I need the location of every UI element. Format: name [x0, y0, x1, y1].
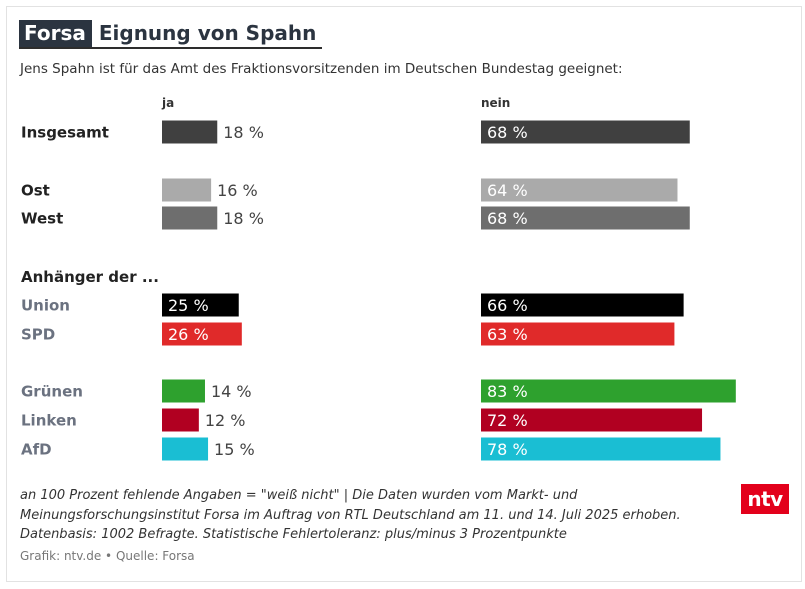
- column-header-nein: nein: [481, 96, 511, 110]
- bar-nein: [481, 293, 684, 317]
- row-label: Union: [21, 297, 70, 315]
- data-label-ja: 16 %: [217, 181, 258, 200]
- footnotes: an 100 Prozent fehlende Angaben = "weiß …: [20, 486, 720, 545]
- bar-ja: [162, 206, 218, 230]
- data-label-nein: 63 %: [487, 325, 528, 344]
- data-label-nein: 68 %: [487, 209, 528, 228]
- bar-ja: [162, 408, 199, 432]
- column-header-ja: ja: [162, 96, 175, 110]
- data-label-ja: 14 %: [211, 382, 252, 401]
- source-credit: Grafik: ntv.de • Quelle: Forsa: [20, 549, 195, 563]
- data-label-ja: 18 %: [223, 123, 264, 142]
- footnote-line: Meinungsforschungsinstitut Forsa im Auft…: [20, 507, 681, 523]
- footnote-line: Datenbasis: 1002 Befragte. Statistische …: [20, 527, 567, 542]
- data-label-nein: 68 %: [487, 123, 528, 142]
- row-label: West: [21, 210, 63, 228]
- bar-nein: [481, 120, 690, 144]
- section-heading: Anhänger der ...: [21, 268, 159, 286]
- bar-ja: [162, 379, 205, 403]
- bar-ja: [162, 293, 239, 317]
- chart-header: Forsa Eignung von Spahn: [19, 20, 323, 49]
- bar-nein: [481, 178, 678, 202]
- data-label-ja: 18 %: [223, 209, 264, 228]
- bar-ja: [162, 322, 242, 346]
- bar-nein: [481, 322, 675, 346]
- data-label-nein: 72 %: [487, 411, 528, 430]
- row-label: AfD: [21, 441, 52, 459]
- row-label: SPD: [21, 326, 55, 344]
- bar-nein: [481, 437, 721, 461]
- row-label: Grünen: [21, 383, 83, 401]
- row-label: Ost: [21, 182, 50, 200]
- chart-title: Eignung von Spahn: [98, 21, 317, 45]
- ntv-logo: ntv: [741, 484, 789, 514]
- data-label-ja: 15 %: [214, 440, 255, 459]
- data-label-ja: 12 %: [205, 411, 246, 430]
- chart-subtitle: Jens Spahn ist für das Amt des Fraktions…: [20, 61, 623, 77]
- bar-ja: [162, 437, 209, 461]
- bar-nein: [481, 379, 736, 403]
- bar-nein: [481, 206, 690, 230]
- row-label: Linken: [21, 412, 77, 430]
- data-label-nein: 78 %: [487, 440, 528, 459]
- data-label-nein: 64 %: [487, 181, 528, 200]
- bar-ja: [162, 120, 218, 144]
- data-label-ja: 26 %: [168, 325, 209, 344]
- footnote-line: an 100 Prozent fehlende Angaben = "weiß …: [20, 488, 578, 503]
- data-label-nein: 83 %: [487, 382, 528, 401]
- bar-nein: [481, 408, 703, 432]
- row-label: Insgesamt: [21, 124, 109, 142]
- bar-ja: [162, 178, 212, 202]
- data-label-nein: 66 %: [487, 296, 528, 315]
- source-badge: Forsa: [19, 20, 92, 47]
- data-label-ja: 25 %: [168, 296, 209, 315]
